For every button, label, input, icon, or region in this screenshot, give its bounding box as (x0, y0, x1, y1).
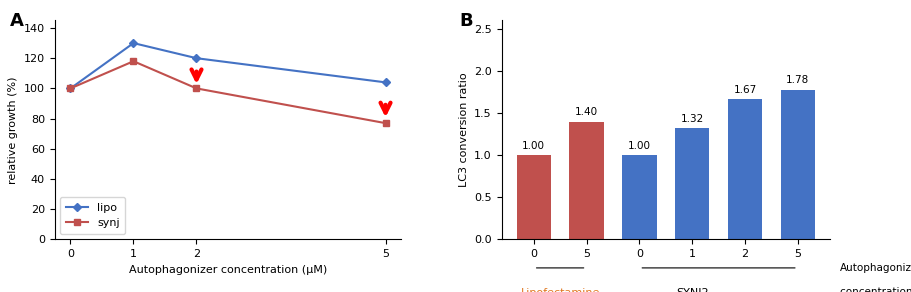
Text: Autophagonizer: Autophagonizer (839, 263, 911, 273)
lipo (190, 56, 201, 60)
Y-axis label: LC3 conversion ratio: LC3 conversion ratio (458, 73, 468, 187)
Text: concentration (μM): concentration (μM) (839, 287, 911, 292)
synj (128, 60, 138, 63)
synj (190, 87, 201, 90)
Bar (674, 128, 709, 239)
Text: 1.32: 1.32 (680, 114, 703, 124)
Text: 1.00: 1.00 (522, 141, 545, 151)
Text: SYNJ2: SYNJ2 (675, 288, 708, 292)
lipo (380, 81, 391, 84)
synj (65, 87, 76, 90)
Text: 1.67: 1.67 (732, 85, 756, 95)
synj (380, 121, 391, 125)
Line: lipo: lipo (67, 40, 388, 91)
X-axis label: Autophagonizer concentration (μM): Autophagonizer concentration (μM) (128, 265, 327, 275)
Text: 1.40: 1.40 (574, 107, 598, 117)
Text: B: B (458, 12, 472, 30)
Text: 1.78: 1.78 (785, 75, 809, 85)
Bar (780, 90, 814, 239)
Y-axis label: relative growth (%): relative growth (%) (8, 76, 18, 184)
Text: Lipofectamine: Lipofectamine (520, 288, 599, 292)
Bar (568, 121, 603, 239)
Bar (727, 99, 762, 239)
Bar (621, 155, 656, 239)
Line: synj: synj (67, 58, 388, 126)
Bar (516, 155, 550, 239)
lipo (65, 87, 76, 90)
Text: A: A (10, 12, 24, 30)
Legend: lipo, synj: lipo, synj (60, 197, 125, 234)
Text: 1.00: 1.00 (627, 141, 650, 151)
lipo (128, 41, 138, 45)
